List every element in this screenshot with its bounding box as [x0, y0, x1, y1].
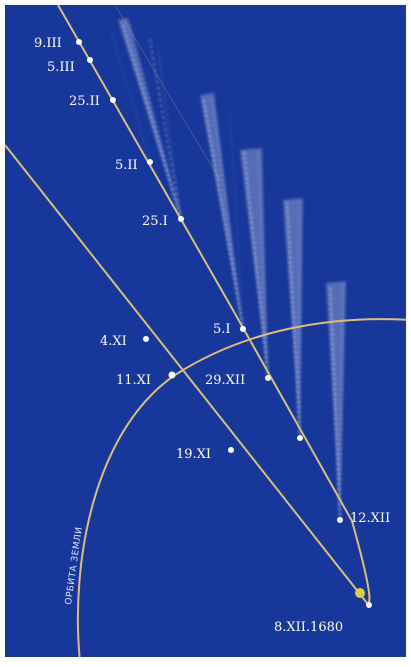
position-label-9-iii: 9.III — [34, 36, 62, 51]
position-label-25-ii: 25.II — [69, 94, 100, 109]
tail-5-i — [200, 93, 244, 330]
position-dot-9-iii — [76, 39, 82, 45]
position-label-12-xii: 12.XII — [350, 511, 390, 526]
position-dot-25-i — [178, 216, 184, 222]
position-dot-5-iii — [87, 57, 93, 63]
tail-25-i — [118, 18, 182, 220]
earth-orbit — [76, 318, 406, 657]
position-label-25-i: 25.I — [142, 214, 168, 229]
position-label-8-xii-1680: 8.XII.1680 — [274, 620, 343, 635]
position-dot-29-xii — [265, 375, 271, 381]
position-label-19-xi: 19.XI — [176, 447, 211, 462]
tail-mid — [283, 198, 303, 439]
position-label-11-xi: 11.XI — [116, 373, 151, 388]
position-dot-19-xi — [228, 447, 234, 453]
position-dot-5-ii — [147, 159, 153, 165]
position-label-4-xi: 4.XI — [100, 334, 127, 349]
position-dot-unlabeled — [297, 435, 303, 441]
comet-tails — [109, 18, 346, 521]
position-dot-8-xii-1680 — [366, 602, 372, 608]
tail-29-xii — [240, 148, 269, 379]
position-dot-11-xi — [168, 371, 176, 379]
tail-12-xii — [326, 281, 346, 521]
position-dot-25-ii — [110, 97, 116, 103]
position-label-5-ii: 5.II — [115, 158, 138, 173]
position-label-29-xii: 29.XII — [205, 373, 245, 388]
position-label-5-i: 5.I — [213, 322, 231, 337]
sun — [355, 588, 365, 598]
comet-orbit-faint — [114, 5, 221, 181]
position-dot-4-xi — [143, 336, 149, 342]
position-label-5-iii: 5.III — [47, 60, 75, 75]
comet-positions: 9.III 5.III 25.II 5.II 25.I 5.I 29.XII 1… — [34, 36, 390, 635]
position-dot-5-i — [240, 326, 246, 332]
position-dot-12-xii — [337, 517, 343, 523]
